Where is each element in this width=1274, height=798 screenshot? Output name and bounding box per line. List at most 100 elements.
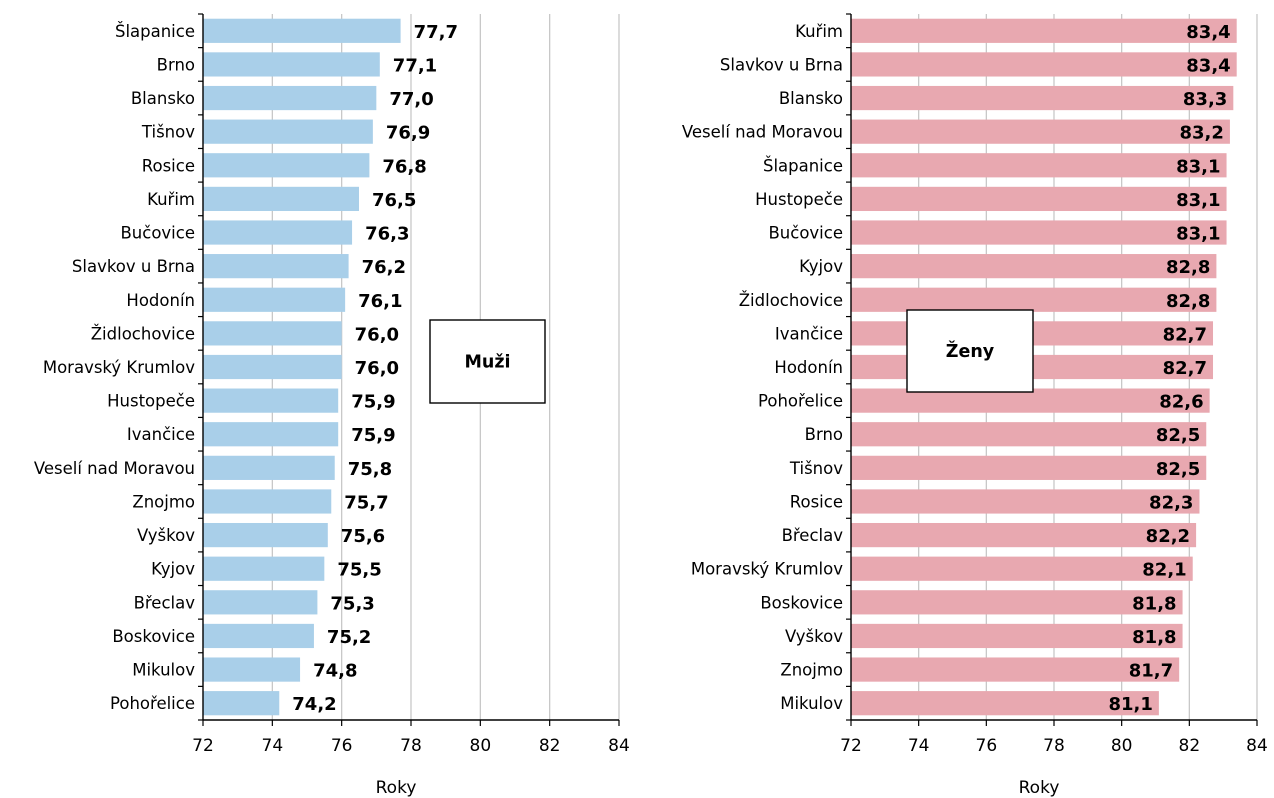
bar xyxy=(203,153,370,178)
x-tick-label: 74 xyxy=(262,736,284,756)
bar xyxy=(203,321,342,346)
value-label: 75,9 xyxy=(351,392,395,413)
category-label: Tišnov xyxy=(789,459,843,478)
value-label: 81,7 xyxy=(1129,661,1173,682)
value-label: 76,2 xyxy=(362,257,406,278)
category-label: Bučovice xyxy=(768,224,843,243)
bar xyxy=(851,422,1207,447)
panel-label-box xyxy=(429,319,546,404)
bar xyxy=(851,119,1230,144)
bar xyxy=(851,220,1227,245)
bar xyxy=(203,85,377,111)
value-label: 83,1 xyxy=(1176,190,1220,211)
bar xyxy=(203,422,339,447)
bar xyxy=(203,691,280,716)
category-label: Hustopeče xyxy=(755,190,843,209)
category-label: Blansko xyxy=(779,89,843,108)
value-label: 83,4 xyxy=(1186,22,1230,43)
category-label: Břeclav xyxy=(782,526,844,545)
category-label: Tišnov xyxy=(141,123,195,142)
value-label: 77,7 xyxy=(414,22,458,43)
bar xyxy=(851,657,1180,682)
category-label: Blansko xyxy=(131,89,195,108)
bar xyxy=(203,119,373,144)
bar xyxy=(203,388,339,413)
category-label: Ivančice xyxy=(127,425,195,444)
category-label: Znojmo xyxy=(780,661,843,680)
category-label: Brno xyxy=(805,425,843,444)
value-label: 81,8 xyxy=(1132,627,1176,648)
category-label: Hustopeče xyxy=(107,392,195,411)
x-tick-label: 76 xyxy=(331,736,353,756)
panel-label: Muži xyxy=(464,353,510,373)
x-axis-title: Roky xyxy=(1019,778,1060,798)
bar xyxy=(851,556,1193,581)
category-label: Pohořelice xyxy=(758,392,843,411)
category-label: Veselí nad Moravou xyxy=(34,459,195,478)
x-tick-label: 74 xyxy=(908,736,930,756)
panel-label-box xyxy=(906,309,1034,393)
category-label: Kyjov xyxy=(799,257,843,276)
x-tick-label: 82 xyxy=(1179,736,1201,756)
bar xyxy=(851,254,1217,279)
category-label: Moravský Krumlov xyxy=(43,358,195,377)
category-label: Ivančice xyxy=(775,324,843,343)
category-label: Židlochovice xyxy=(739,291,843,310)
value-label: 82,7 xyxy=(1163,324,1207,345)
value-label: 82,5 xyxy=(1156,459,1200,480)
panel-label: Ženy xyxy=(946,340,995,362)
category-label: Rosice xyxy=(790,492,843,511)
value-label: 83,4 xyxy=(1186,55,1230,76)
x-tick-label: 78 xyxy=(1043,736,1065,756)
bar xyxy=(203,220,353,245)
value-label: 74,8 xyxy=(313,661,357,682)
category-label: Pohořelice xyxy=(110,694,195,713)
x-tick-label: 80 xyxy=(470,736,492,756)
value-label: 81,8 xyxy=(1132,593,1176,614)
value-label: 77,1 xyxy=(393,55,437,76)
bar xyxy=(851,455,1207,480)
category-label: Bučovice xyxy=(120,224,195,243)
value-label: 76,1 xyxy=(358,291,402,312)
bar xyxy=(203,354,342,380)
x-tick-label: 76 xyxy=(976,736,998,756)
category-label: Hodonín xyxy=(126,291,195,310)
value-label: 75,6 xyxy=(341,526,385,547)
category-label: Šlapanice xyxy=(115,22,195,41)
value-label: 82,6 xyxy=(1159,392,1203,413)
bar xyxy=(203,657,301,682)
bar xyxy=(203,556,325,581)
bar xyxy=(203,52,380,77)
value-label: 75,8 xyxy=(348,459,392,480)
value-label: 76,0 xyxy=(355,324,399,345)
chart-panel-women: Kuřim Slavkov u Brna Blansko Veselí nad Mor… xyxy=(682,13,1268,798)
category-label: Znojmo xyxy=(132,492,195,511)
value-label: 83,1 xyxy=(1176,224,1220,245)
category-label: Boskovice xyxy=(112,627,195,646)
category-label: Slavkov u Brna xyxy=(72,257,195,276)
bar xyxy=(203,186,359,212)
category-label: Mikulov xyxy=(132,661,195,680)
value-label: 82,8 xyxy=(1166,257,1210,278)
bar xyxy=(851,287,1217,312)
value-label: 76,3 xyxy=(365,224,409,245)
value-label: 83,3 xyxy=(1183,89,1227,110)
x-tick-label: 80 xyxy=(1111,736,1133,756)
category-label: Kuřim xyxy=(795,22,843,41)
bar xyxy=(203,455,335,480)
value-label: 82,1 xyxy=(1142,560,1186,581)
bar xyxy=(851,153,1227,178)
bar xyxy=(851,18,1237,43)
category-label: Kyjov xyxy=(151,560,195,579)
bar xyxy=(203,522,328,548)
x-tick-label: 78 xyxy=(400,736,422,756)
category-label: Židlochovice xyxy=(91,324,195,343)
x-axis-title: Roky xyxy=(376,778,417,798)
category-label: Mikulov xyxy=(780,694,843,713)
bar xyxy=(851,691,1159,716)
category-label: Vyškov xyxy=(137,526,195,545)
value-label: 83,1 xyxy=(1176,156,1220,177)
bar xyxy=(851,52,1237,77)
value-label: 76,8 xyxy=(382,156,426,177)
